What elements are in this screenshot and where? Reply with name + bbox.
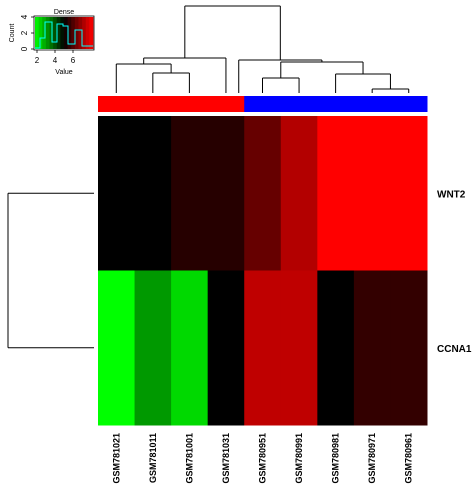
color-key-bin <box>78 17 83 49</box>
column-label: GSM780961 <box>404 433 414 484</box>
heatmap-cell <box>98 116 136 271</box>
column-group-bar <box>98 96 428 112</box>
color-key-bin <box>74 17 79 49</box>
heatmap-cell <box>98 270 136 426</box>
color-key-gradient <box>35 17 94 49</box>
color-key-y-tick-label: 0 <box>20 46 29 51</box>
heatmap-cell <box>280 116 318 271</box>
color-key-y-ticks: 0 2 4 <box>20 14 34 51</box>
row-label: WNT2 <box>437 189 466 200</box>
color-key-bin <box>82 17 87 49</box>
heatmap-cell <box>353 270 391 426</box>
group-bar-segment <box>98 96 136 112</box>
color-key-bin <box>60 17 65 49</box>
heatmap-cell <box>171 116 209 271</box>
heatmap-cell <box>134 116 172 271</box>
column-label: GSM780971 <box>367 433 377 484</box>
group-bar-segment <box>390 96 428 112</box>
group-bar-segment <box>317 96 355 112</box>
color-key-bin <box>42 17 47 49</box>
heatmap-cell <box>207 116 245 271</box>
color-key-xlabel: Value <box>55 69 72 76</box>
group-bar-segment <box>207 96 245 112</box>
heatmap-cell <box>317 116 355 271</box>
color-key-bin <box>71 17 76 49</box>
color-key-bin <box>38 17 43 49</box>
color-key-bin <box>64 17 69 49</box>
heatmap-cell <box>207 270 245 426</box>
heatmap-cell <box>280 270 318 426</box>
heatmap-cell <box>244 270 282 426</box>
color-key-title: Dense <box>54 9 74 16</box>
column-dendrogram <box>115 5 410 93</box>
group-bar-segment <box>353 96 391 112</box>
heatmap-cell <box>390 116 428 271</box>
color-key-bin <box>45 17 50 49</box>
color-key-x-ticks: 2 4 6 <box>35 50 76 65</box>
column-label: GSM781021 <box>111 433 121 484</box>
column-label: GSM781011 <box>148 433 158 483</box>
color-key-x-tick-label: 2 <box>35 56 40 65</box>
group-bar-segment <box>171 96 209 112</box>
color-key-x-tick-label: 6 <box>71 56 76 65</box>
heatmap-cells <box>98 116 428 426</box>
color-key-bin <box>89 17 94 49</box>
color-key: Dense Value Count 2 4 6 0 2 4 <box>9 9 95 76</box>
color-key-x-tick-label: 4 <box>53 56 58 65</box>
group-bar-segment <box>134 96 172 112</box>
column-labels: GSM781021 GSM781011 GSM781001 GSM781031 GSM7… <box>111 433 413 484</box>
heatmap-cell <box>244 116 282 271</box>
row-dendrogram <box>7 192 94 349</box>
heatmap-cell <box>317 270 355 426</box>
color-key-bin <box>85 17 90 49</box>
color-key-bin <box>35 17 40 49</box>
row-labels: WNT2 CCNA1 <box>437 189 472 355</box>
group-bar-segment <box>244 96 282 112</box>
color-key-ylabel: Count <box>9 24 16 43</box>
color-key-bin <box>56 17 61 49</box>
color-key-y-tick-label: 2 <box>20 30 29 35</box>
column-label: GSM781031 <box>221 433 231 484</box>
heatmap-cell <box>353 116 391 271</box>
heatmap-cell <box>134 270 172 426</box>
group-bar-segment <box>280 96 318 112</box>
column-label: GSM780981 <box>331 433 341 484</box>
heatmap-cell <box>390 270 428 426</box>
color-key-bin <box>67 17 72 49</box>
color-key-y-tick-label: 4 <box>20 14 29 19</box>
column-label: GSM780951 <box>258 433 268 484</box>
color-key-bin <box>53 17 58 49</box>
row-label: CCNA1 <box>437 344 472 355</box>
heatmap-cell <box>171 270 209 426</box>
column-label: GSM780991 <box>294 433 304 484</box>
column-label: GSM781001 <box>184 433 194 484</box>
color-key-density-curve <box>35 21 93 49</box>
